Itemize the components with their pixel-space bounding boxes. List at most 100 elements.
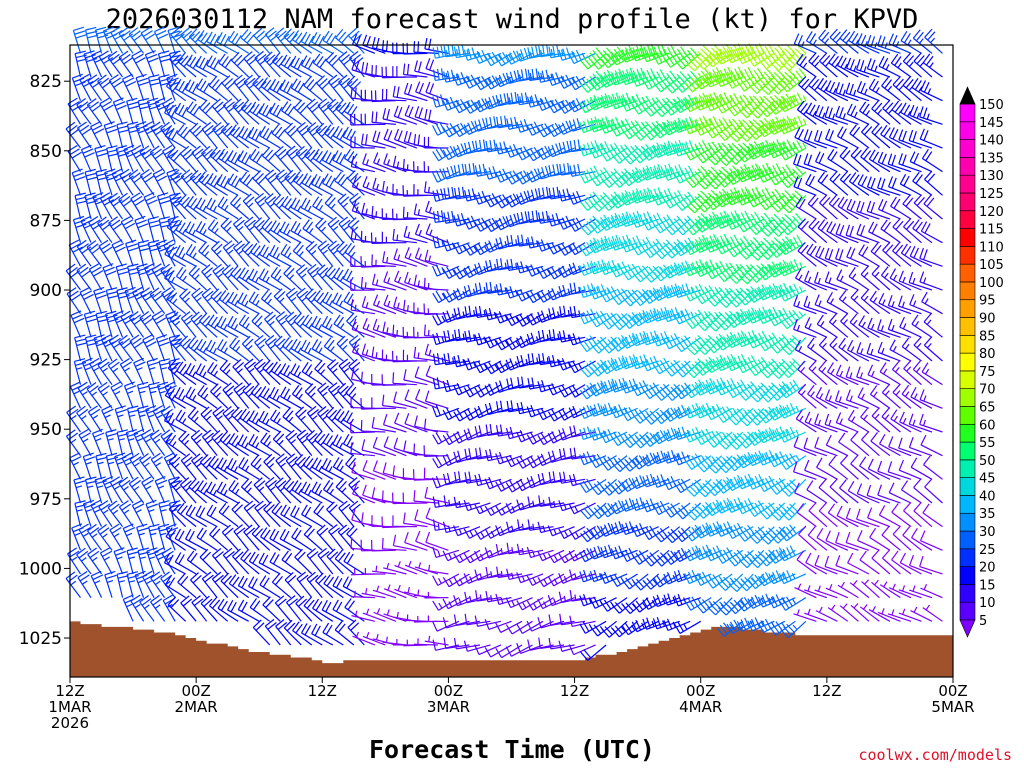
wind-barb xyxy=(243,216,260,244)
wind-barb xyxy=(808,218,828,244)
x-tick-label: 12Z xyxy=(308,682,337,700)
wind-barb xyxy=(294,454,313,480)
wind-barb xyxy=(248,410,271,433)
wind-barb xyxy=(233,240,250,267)
wind-barb xyxy=(107,50,124,78)
wind-barb xyxy=(381,349,407,362)
wind-barb xyxy=(415,530,439,551)
colorbar-segment xyxy=(959,352,976,372)
wind-barb xyxy=(404,560,428,575)
wind-barb xyxy=(220,572,239,599)
wind-barb xyxy=(912,171,933,196)
wind-barb xyxy=(845,531,870,551)
wind-barb xyxy=(141,570,155,598)
wind-barb xyxy=(86,382,103,409)
wind-barb xyxy=(673,116,701,134)
wind-barb xyxy=(81,357,95,385)
wind-barb xyxy=(393,128,418,149)
wind-barb xyxy=(736,163,765,183)
wind-barb xyxy=(284,169,302,196)
wind-barb xyxy=(352,483,376,504)
wind-barb xyxy=(238,126,260,149)
wind-barb xyxy=(569,305,596,319)
wind-barb xyxy=(94,476,107,504)
wind-barb xyxy=(118,334,134,362)
wind-barb xyxy=(684,402,712,419)
wind-barb xyxy=(866,200,891,220)
wind-barb xyxy=(187,407,208,433)
wind-barb xyxy=(167,147,187,173)
wind-barb xyxy=(516,146,544,161)
wind-barb xyxy=(352,631,376,646)
wind-barb xyxy=(423,445,449,457)
wind-barb xyxy=(382,251,407,267)
x-tick-label: 00Z xyxy=(938,682,967,700)
wind-barb xyxy=(343,551,365,575)
wind-barb xyxy=(642,44,670,63)
wind-barb xyxy=(424,591,449,599)
wind-barb xyxy=(249,242,271,267)
wind-barb xyxy=(453,212,481,227)
wind-barb xyxy=(558,407,586,421)
wind-barb xyxy=(558,74,586,89)
wind-barb xyxy=(258,552,281,575)
wind-barb xyxy=(211,429,229,457)
wind-barb xyxy=(142,334,157,362)
wind-barb xyxy=(889,339,912,362)
wind-barb xyxy=(780,620,807,639)
wind-barb xyxy=(243,500,260,528)
wind-barb xyxy=(84,168,98,196)
wind-barb xyxy=(828,194,849,220)
wind-barb xyxy=(527,496,554,508)
wind-barb xyxy=(260,289,281,315)
wind-barb xyxy=(372,130,397,149)
wind-barb xyxy=(146,547,159,575)
wind-barb xyxy=(705,188,733,211)
wind-barb xyxy=(621,332,649,349)
wind-barb xyxy=(879,362,901,386)
wind-barb xyxy=(813,129,838,149)
colorbar-label: 75 xyxy=(979,365,996,380)
wind-barb xyxy=(505,170,533,185)
wind-barb xyxy=(283,265,302,291)
wind-barb xyxy=(207,314,229,338)
colorbar-high-arrow xyxy=(959,86,976,105)
wind-barb xyxy=(707,142,733,166)
surface-area xyxy=(70,621,953,677)
colorbar-segment xyxy=(959,263,976,283)
wind-barb xyxy=(887,153,912,173)
wind-barb xyxy=(474,75,502,91)
wind-barb xyxy=(311,623,334,646)
wind-barb xyxy=(315,572,334,599)
wind-barb xyxy=(558,358,586,371)
wind-barb xyxy=(484,51,512,67)
wind-barb xyxy=(747,162,775,182)
wind-barb xyxy=(66,405,82,433)
wind-barb xyxy=(145,499,158,527)
wind-barb xyxy=(736,307,765,326)
wind-barb xyxy=(332,292,355,315)
wind-barb xyxy=(818,336,838,362)
wind-barb xyxy=(558,120,586,135)
wind-barb xyxy=(305,240,323,267)
credit-link[interactable]: coolwx.com/models xyxy=(858,746,1012,764)
colorbar-label: 20 xyxy=(979,561,996,576)
wind-barb xyxy=(825,80,849,102)
wind-barb xyxy=(694,522,723,539)
wind-barb xyxy=(559,471,586,484)
colorbar-label: 80 xyxy=(979,347,996,362)
wind-barb xyxy=(404,531,428,551)
wind-barb xyxy=(695,501,723,519)
wind-barb xyxy=(547,213,575,227)
colorbar-segment xyxy=(959,441,976,461)
wind-barb xyxy=(547,98,575,114)
colorbar-label: 130 xyxy=(979,169,1004,184)
wind-barb xyxy=(300,339,323,362)
wind-barb xyxy=(242,193,260,220)
wind-barb xyxy=(188,28,208,54)
wind-barb xyxy=(216,481,239,504)
wind-barb xyxy=(827,503,849,528)
wind-barb xyxy=(871,100,891,125)
wind-barb xyxy=(123,381,137,409)
wind-barb xyxy=(102,263,117,291)
